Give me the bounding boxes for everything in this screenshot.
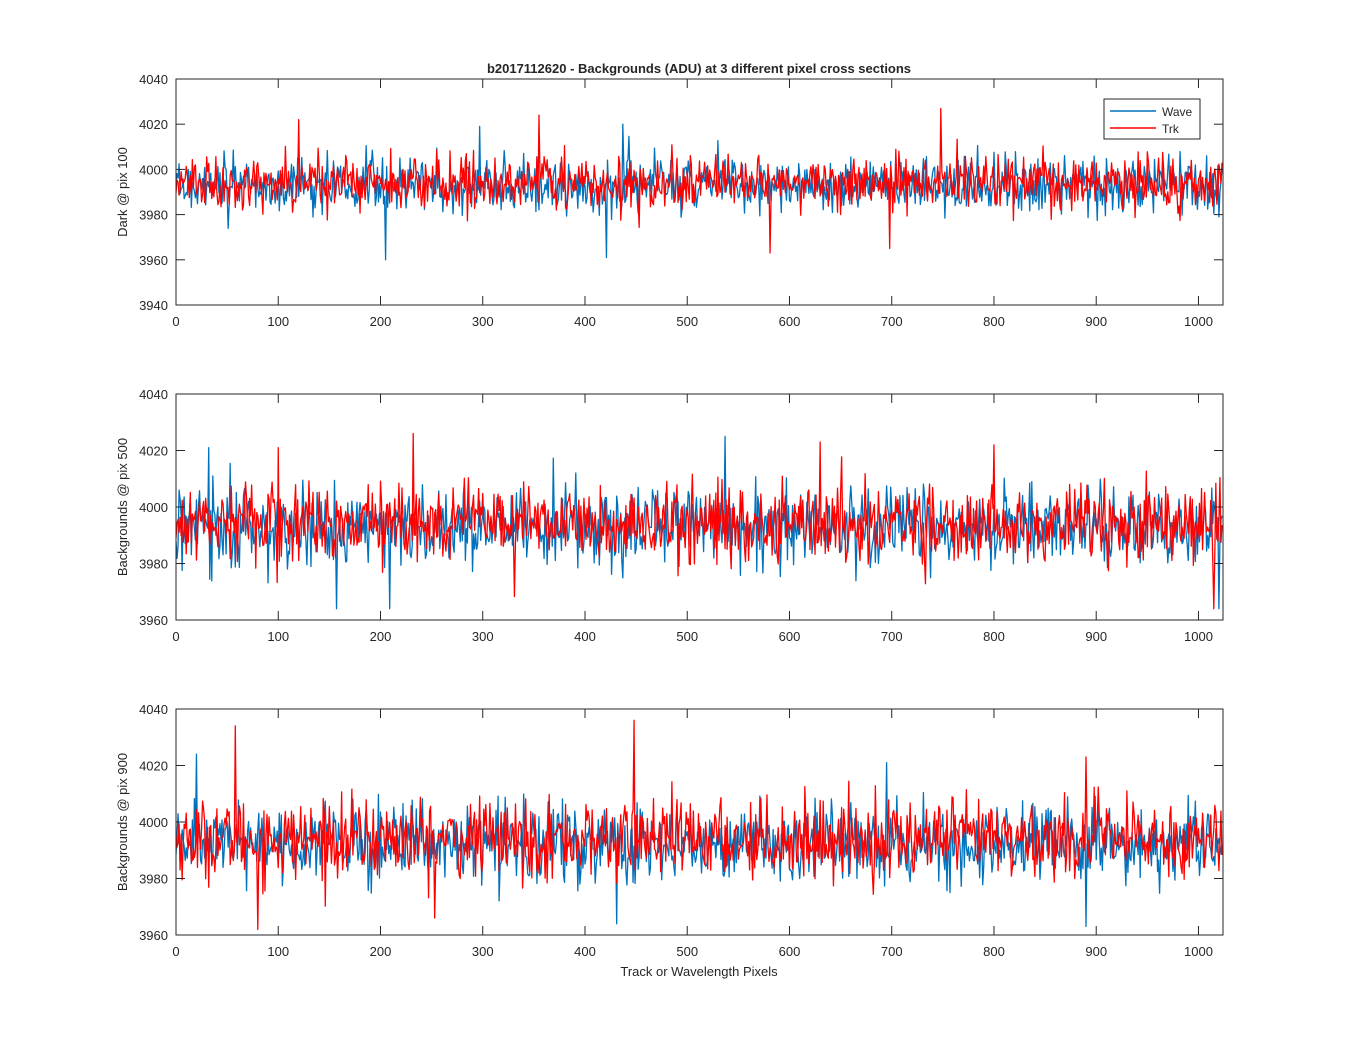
x-tick-label: 200	[370, 944, 392, 959]
y-tick-label: 4000	[139, 500, 168, 515]
legend-box	[1103, 98, 1201, 140]
y-tick-label: 4020	[139, 759, 168, 774]
y-tick-label: 4000	[139, 162, 168, 177]
x-tick-label: 1000	[1184, 629, 1213, 644]
y-tick-label: 4020	[139, 117, 168, 132]
axes-frame	[175, 78, 1224, 306]
y-tick-label: 3980	[139, 872, 168, 887]
legend-label-wave: Wave	[1162, 105, 1193, 119]
x-tick-label: 400	[574, 629, 596, 644]
x-tick-label: 700	[881, 944, 903, 959]
x-tick-label: 300	[472, 314, 494, 329]
x-tick-label: 500	[676, 629, 698, 644]
x-tick-label: 500	[676, 944, 698, 959]
y-tick-label: 4040	[139, 387, 168, 402]
x-tick-label: 900	[1085, 629, 1107, 644]
y-tick-label: 4020	[139, 444, 168, 459]
subplot-dark-pix-100: 0 100 200 300 400 500 600 700 800 900 1000 3940 3960…	[115, 72, 1224, 329]
y-tick-label: 3940	[139, 298, 168, 313]
x-tick-label: 900	[1085, 314, 1107, 329]
y-tick-label: 3960	[139, 928, 168, 943]
series-line-wave	[176, 435, 1223, 610]
x-tick-label: 1000	[1184, 314, 1213, 329]
x-tick-label: 0	[172, 629, 179, 644]
legend: Wave Trk	[1103, 98, 1201, 140]
x-tick-label: 800	[983, 314, 1005, 329]
x-tick-label: 100	[267, 944, 289, 959]
x-tick-label: 700	[881, 314, 903, 329]
x-tick-label: 200	[370, 629, 392, 644]
y-tick-label: 4040	[139, 72, 168, 87]
figure-title: b2017112620 - Backgrounds (ADU) at 3 dif…	[487, 61, 911, 76]
x-tick-label: 900	[1085, 944, 1107, 959]
x-tick-label: 200	[370, 314, 392, 329]
y-tick-label: 3980	[139, 557, 168, 572]
y-tick-label: 4000	[139, 815, 168, 830]
y-axis-label: Dark @ pix 100	[115, 147, 130, 237]
y-tick-label: 3960	[139, 613, 168, 628]
y-tick-label: 3960	[139, 253, 168, 268]
y-axis-label: Backgrounds @ pix 500	[115, 438, 130, 576]
y-tick-label: 4040	[139, 702, 168, 717]
y-tick-label: 3980	[139, 208, 168, 223]
x-tick-label: 600	[779, 314, 801, 329]
series-line-trk	[176, 719, 1223, 930]
plot-area	[176, 394, 1223, 620]
x-tick-label: 800	[983, 629, 1005, 644]
x-tick-label: 400	[574, 314, 596, 329]
y-axis-label: Backgrounds @ pix 900	[115, 753, 130, 891]
subplot-backgrounds-pix-900: 0 100 200 300 400 500 600 700 800 900 1000 3960 3980…	[115, 702, 1224, 959]
x-tick-label: 0	[172, 944, 179, 959]
x-tick-label: 300	[472, 944, 494, 959]
x-tick-label: 800	[983, 944, 1005, 959]
series-line-trk	[176, 432, 1223, 610]
x-tick-label: 0	[172, 314, 179, 329]
x-axis-label: Track or Wavelength Pixels	[620, 964, 778, 979]
subplot-backgrounds-pix-500: 0 100 200 300 400 500 600 700 800 900 1000 3960 3980…	[115, 387, 1224, 644]
x-tick-label: 1000	[1184, 944, 1213, 959]
x-tick-label: 600	[779, 944, 801, 959]
x-tick-label: 700	[881, 629, 903, 644]
x-tick-label: 400	[574, 944, 596, 959]
x-tick-label: 100	[267, 629, 289, 644]
legend-label-trk: Trk	[1162, 122, 1180, 136]
x-tick-label: 100	[267, 314, 289, 329]
x-tick-label: 600	[779, 629, 801, 644]
series-line-trk	[176, 107, 1223, 254]
x-tick-label: 300	[472, 629, 494, 644]
x-tick-label: 500	[676, 314, 698, 329]
